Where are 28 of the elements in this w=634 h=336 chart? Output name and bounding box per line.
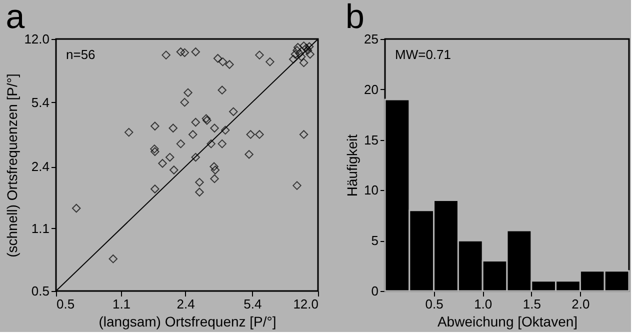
chart-title: a xyxy=(6,0,25,36)
y-tick-label: 15 xyxy=(364,132,378,148)
annotation: n=56 xyxy=(66,47,96,62)
y-tick-label: 12.0 xyxy=(24,32,50,46)
y-tick-label: 10 xyxy=(364,182,378,198)
x-tick-label: 1.0 xyxy=(474,296,492,312)
x-tick-label: 1.5 xyxy=(522,296,541,312)
y-axis-title: Häufigkeit xyxy=(344,134,360,197)
y-axis-title: (schnell) Ortsfrequenzen [P/°] xyxy=(4,74,20,258)
y-tick-label: 0.5 xyxy=(31,284,50,298)
annotation: MW=0.71 xyxy=(395,47,451,62)
x-tick-label: 2.0 xyxy=(572,296,590,312)
chart-title: b xyxy=(346,0,364,36)
y-tick-label: 2.4 xyxy=(31,159,50,174)
x-tick-label: 5.4 xyxy=(244,296,262,312)
x-axis-title: Abweichung [Oktaven] xyxy=(437,314,578,330)
y-tick-label: 25 xyxy=(364,32,378,46)
x-axis-title: (langsam) Ortsfrequenz [P/°] xyxy=(98,314,276,330)
x-tick-label: 12.0 xyxy=(293,296,318,312)
y-tick-label: 20 xyxy=(364,82,378,97)
y-tick-label: 5 xyxy=(371,233,378,248)
x-tick-label: 0.5 xyxy=(425,296,444,312)
y-tick-label: 1.1 xyxy=(31,220,50,236)
y-tick-label: 0 xyxy=(371,284,378,298)
x-tick-label: 1.1 xyxy=(112,296,131,312)
y-tick-label: 5.4 xyxy=(31,94,50,110)
x-tick-label: 2.4 xyxy=(176,296,195,312)
x-tick-label: 0.5 xyxy=(56,296,75,312)
